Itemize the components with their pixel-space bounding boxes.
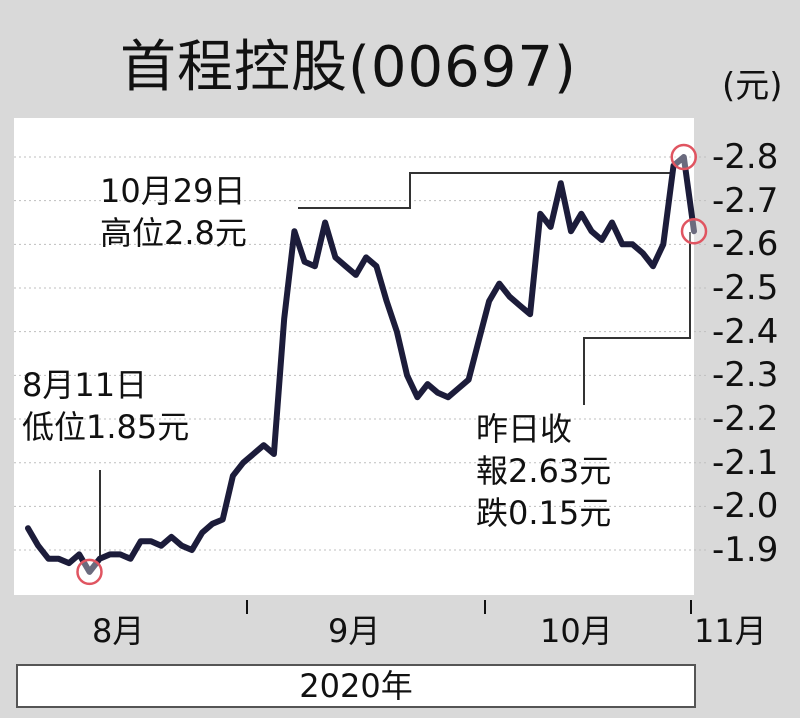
last-close-line2: 報2.63元 <box>476 452 612 490</box>
low-date-label: 8月11日 <box>22 366 148 404</box>
x-tick-label: 11月 <box>694 612 767 650</box>
x-tick-mark <box>690 600 692 614</box>
high-leader-line <box>298 172 670 209</box>
last-point-marker <box>680 217 708 245</box>
year-label: 2020年 <box>16 664 696 708</box>
last-leader-line <box>583 232 691 405</box>
y-tick-label: -2.0 <box>712 486 779 527</box>
plot-area <box>14 118 694 595</box>
x-tick-mark <box>484 600 486 614</box>
last-close-annotation: 昨日收 報2.63元 跌0.15元 <box>476 408 611 534</box>
x-tick-label: 9月 <box>328 612 381 650</box>
y-tick-label: -2.2 <box>712 399 779 440</box>
high-value-label: 高位2.8元 <box>100 214 247 252</box>
y-tick-label: -2.4 <box>712 311 779 352</box>
low-value-label: 低位1.85元 <box>22 408 190 446</box>
high-annotation: 10月29日 高位2.8元 <box>100 170 247 254</box>
low-point-marker <box>76 558 103 586</box>
y-tick-label: -2.6 <box>712 224 779 265</box>
x-tick-label: 8月 <box>92 612 145 650</box>
low-annotation: 8月11日 低位1.85元 <box>22 364 189 448</box>
y-tick-label: -1.9 <box>712 530 779 571</box>
y-axis-unit: (元) <box>722 66 783 106</box>
x-tick-mark <box>246 600 248 614</box>
last-close-line1: 昨日收 <box>476 410 573 448</box>
price-series-line <box>25 154 697 575</box>
y-tick-label: -2.8 <box>712 137 779 177</box>
high-point-marker <box>670 143 698 171</box>
y-tick-label: -2.1 <box>712 442 779 483</box>
y-tick-label: -2.7 <box>712 180 779 221</box>
y-tick-label: -2.3 <box>712 355 779 396</box>
high-date-label: 10月29日 <box>100 172 246 210</box>
x-tick-label: 10月 <box>540 612 613 650</box>
y-tick-label: -2.5 <box>712 268 779 308</box>
chart-title: 首程控股(00697) <box>120 35 577 100</box>
last-close-line3: 跌0.15元 <box>476 494 612 532</box>
